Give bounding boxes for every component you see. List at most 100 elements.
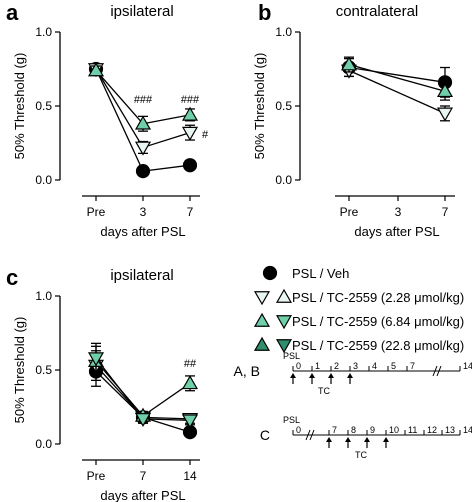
axis-break	[432, 365, 438, 377]
timeline-tick-label: 1	[315, 361, 320, 371]
y-tick-label: 0.0	[275, 173, 292, 187]
timeline-tick-label: 14	[463, 361, 472, 371]
legend-label: PSL / TC-2559 (2.28 μmol/kg)	[292, 290, 464, 305]
timeline-tick-label: 3	[353, 361, 358, 371]
y-tick-label: 1.0	[35, 289, 52, 303]
data-point	[87, 62, 105, 77]
timeline-tick-label: 12	[427, 425, 437, 435]
timeline-tick-label: 5	[391, 361, 396, 371]
series-line	[142, 382, 191, 417]
legend-marker	[262, 265, 278, 281]
timeline-tick-label: 7	[332, 425, 337, 435]
panel-letter: b	[258, 0, 271, 25]
legend-item: PSL / TC-2559 (22.8 μmol/kg)	[253, 336, 464, 354]
injection-arrowhead	[309, 373, 315, 378]
injection-arrowhead	[328, 373, 334, 378]
timeline-tick-label: 14	[463, 425, 472, 435]
x-tick-label: 7	[187, 205, 194, 219]
panel-title: ipsilateral	[110, 3, 173, 20]
x-tick-label: 7	[442, 205, 449, 219]
y-tick-label: 0.0	[35, 437, 52, 451]
series-line	[142, 416, 191, 420]
significance-annotation: #	[202, 129, 209, 141]
timeline-label: A, B	[234, 363, 260, 379]
series-2	[340, 56, 454, 101]
injection-arrowhead	[364, 437, 370, 442]
series-line	[95, 68, 144, 148]
panel-a: a ipsilateral 0.0 0.5 1.0 50% Threshold (g) Pr…	[6, 0, 209, 239]
panel-letter: a	[6, 0, 19, 25]
data-point	[134, 115, 152, 130]
y-tick-label: 0.5	[35, 363, 52, 377]
series-2	[87, 345, 199, 422]
panel-letter: c	[6, 265, 18, 290]
series-line	[142, 164, 191, 172]
data-point	[436, 107, 454, 122]
data-point	[134, 412, 152, 428]
timeline-tick-label: 7	[410, 361, 415, 371]
significance-annotation: ##	[184, 358, 197, 370]
series-2	[87, 62, 199, 132]
psl-label: PSL	[283, 351, 300, 361]
timeline-tick-label: 13	[445, 425, 455, 435]
legend-marker	[253, 312, 271, 327]
legend-item: PSL / TC-2559 (2.28 μmol/kg)	[253, 288, 464, 306]
x-tick-label: 7	[140, 469, 147, 483]
panel-title: ipsilateral	[110, 267, 173, 284]
timeline-tick-label: 10	[389, 425, 399, 435]
x-tick-label: 3	[140, 205, 147, 219]
timeline-tick-label: 0	[296, 425, 301, 435]
legend-marker	[253, 291, 271, 306]
series-1	[340, 63, 454, 122]
series-line	[142, 114, 191, 125]
x-tick-label: 14	[183, 469, 197, 483]
series-1	[87, 63, 199, 156]
y-axis-label: 50% Threshold (g)	[252, 53, 267, 160]
data-point	[182, 158, 198, 173]
timeline-tick-label: 2	[334, 361, 339, 371]
axis-break	[309, 429, 315, 441]
timeline-tick-label: 9	[370, 425, 375, 435]
injection-arrowhead	[347, 373, 353, 378]
timeline-tick-label: 8	[351, 425, 356, 435]
data-point	[134, 141, 152, 156]
series-line	[348, 66, 446, 83]
series-line	[348, 69, 446, 114]
y-tick-label: 0.5	[35, 99, 52, 113]
data-point	[135, 164, 151, 179]
x-tick-label: 3	[395, 205, 402, 219]
legend-item: PSL / TC-2559 (6.84 μmol/kg)	[253, 312, 464, 330]
legend-label: PSL / TC-2559 (22.8 μmol/kg)	[292, 338, 464, 353]
psl-label: PSL	[283, 415, 300, 425]
legend: PSL / Veh PSL / TC-2559 (2.28 μmol/kg) PSL…	[253, 265, 464, 354]
x-axis-label: days after PSL	[100, 224, 185, 239]
panel-c: c ipsilateral 0.0 0.5 1.0 50% Threshold (g) Pr…	[6, 265, 200, 502]
x-tick-label: Pre	[340, 205, 359, 219]
injection-arrowhead	[326, 437, 332, 442]
data-point	[181, 414, 199, 429]
data-point	[181, 106, 199, 121]
legend-label: PSL / TC-2559 (6.84 μmol/kg)	[292, 314, 464, 329]
series-line	[142, 418, 191, 421]
series-line	[142, 132, 191, 149]
y-tick-label: 0.5	[275, 99, 292, 113]
significance-annotation: ###	[134, 94, 153, 106]
timeline-tick-label: 4	[372, 361, 377, 371]
data-point	[87, 352, 105, 367]
series-3	[87, 342, 199, 429]
series-line	[95, 68, 144, 172]
legend-marker	[275, 339, 293, 354]
legend-item: PSL / Veh	[262, 265, 349, 281]
panel-title: contralateral	[336, 3, 419, 20]
data-point	[181, 126, 199, 141]
series-line	[348, 63, 446, 92]
series-line	[95, 357, 144, 420]
x-axis-label: days after PSL	[354, 224, 439, 239]
legend-marker	[275, 288, 293, 303]
series-line	[95, 70, 144, 125]
x-tick-label: Pre	[87, 205, 106, 219]
x-tick-label: Pre	[87, 469, 106, 483]
